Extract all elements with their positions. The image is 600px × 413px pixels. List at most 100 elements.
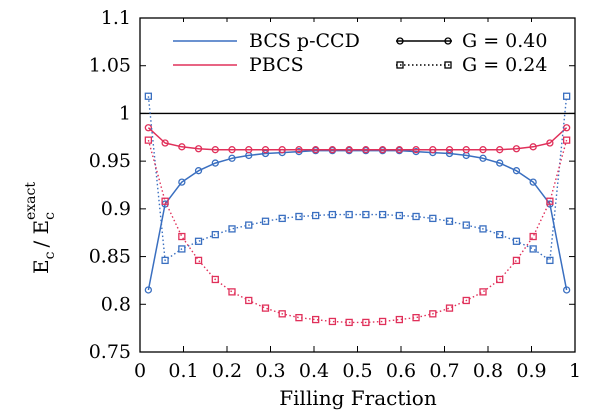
series <box>144 136 571 327</box>
series-group <box>144 92 571 327</box>
data-point <box>328 317 337 326</box>
data-point <box>211 230 219 239</box>
data-point <box>345 210 353 219</box>
series <box>144 124 571 154</box>
legend-label: PBCS <box>249 54 304 76</box>
data-point <box>445 304 454 312</box>
data-point <box>312 315 320 324</box>
x-axis-title: Filling Fraction <box>279 386 437 410</box>
x-tick-label: 0.7 <box>429 360 459 382</box>
data-point <box>496 159 504 167</box>
data-point <box>529 232 537 241</box>
data-point <box>194 237 203 245</box>
data-point <box>529 245 537 253</box>
y-axis-title-sub2: c <box>42 212 58 220</box>
x-tick-label: 0.4 <box>299 360 329 382</box>
data-point <box>546 256 554 265</box>
data-point <box>562 136 571 144</box>
data-point <box>245 146 253 154</box>
data-point <box>462 296 470 305</box>
data-point <box>161 139 169 147</box>
data-point <box>278 214 286 223</box>
series-line <box>147 149 568 291</box>
legend-marker <box>396 37 404 45</box>
legend-label: G = 0.40 <box>462 30 547 52</box>
x-tick-label: 0.9 <box>516 360 546 382</box>
data-point <box>412 146 420 154</box>
data-point <box>144 136 153 144</box>
data-point <box>562 92 571 100</box>
series-line <box>147 127 568 151</box>
data-point <box>462 146 470 154</box>
data-point <box>295 212 303 221</box>
data-point <box>328 210 337 219</box>
data-point <box>512 145 521 153</box>
x-tick-label: 0.5 <box>342 360 372 382</box>
y-tick-label: 0.95 <box>89 150 131 172</box>
data-point <box>194 167 203 175</box>
data-point <box>445 217 454 225</box>
x-tick-label: 0.2 <box>212 360 242 382</box>
data-point <box>228 288 236 296</box>
data-point <box>261 304 270 312</box>
data-point <box>496 146 504 154</box>
y-axis-title: Ec/ Ecexact <box>23 182 58 274</box>
legend-label: BCS p-CCD <box>249 30 360 52</box>
legend-marker <box>396 61 404 69</box>
y-axis-title-sep: / E <box>29 220 53 248</box>
data-point <box>144 124 153 132</box>
data-point <box>144 92 153 100</box>
data-point <box>245 221 253 229</box>
data-point <box>345 318 353 327</box>
data-point <box>445 149 454 158</box>
data-point <box>562 286 571 294</box>
data-point <box>479 288 487 296</box>
data-point <box>378 210 387 219</box>
data-point <box>395 146 403 154</box>
data-point <box>395 315 403 324</box>
x-tick-label: 0.1 <box>168 360 198 382</box>
legend-label: G = 0.24 <box>462 54 547 76</box>
data-point <box>529 178 537 186</box>
data-point <box>328 146 337 154</box>
y-tick-label: 1.1 <box>101 7 131 29</box>
y-tick-label: 0.9 <box>101 198 131 220</box>
data-point <box>429 146 437 154</box>
data-point <box>295 146 303 154</box>
x-tick-label: 0.6 <box>386 360 416 382</box>
data-point <box>312 211 320 220</box>
data-point <box>395 211 403 220</box>
data-point <box>278 146 286 154</box>
data-point <box>479 146 487 154</box>
data-point <box>362 210 370 219</box>
data-point <box>362 318 370 327</box>
data-point <box>211 159 219 167</box>
x-tick-label: 0.8 <box>473 360 503 382</box>
data-point <box>412 313 420 322</box>
data-point <box>178 143 186 151</box>
data-point <box>546 197 554 205</box>
data-point <box>161 256 169 265</box>
data-point <box>378 317 387 326</box>
x-tick-label: 1 <box>569 360 581 382</box>
data-point <box>178 178 186 186</box>
data-point <box>261 149 270 158</box>
tick-group: 0 0.1 0.2 0.3 0.4 0.5 0.6 0.7 0.8 0.9 1 0.75 0.8 0.85… <box>89 7 581 382</box>
y-axis-title-sup2: exact <box>23 182 39 220</box>
data-point <box>462 221 470 229</box>
data-point <box>194 145 203 153</box>
data-point <box>529 143 537 151</box>
y-tick-label: 0.85 <box>89 246 131 268</box>
y-axis-title-main: E <box>29 259 53 274</box>
x-tick-label: 0.3 <box>255 360 285 382</box>
legend-background <box>165 22 567 88</box>
data-point <box>194 256 203 265</box>
data-point <box>345 146 353 154</box>
data-point <box>562 124 571 132</box>
data-point <box>261 217 270 225</box>
data-point <box>295 313 303 322</box>
x-tick-label: 0 <box>134 360 146 382</box>
y-tick-label: 1.05 <box>89 55 131 77</box>
